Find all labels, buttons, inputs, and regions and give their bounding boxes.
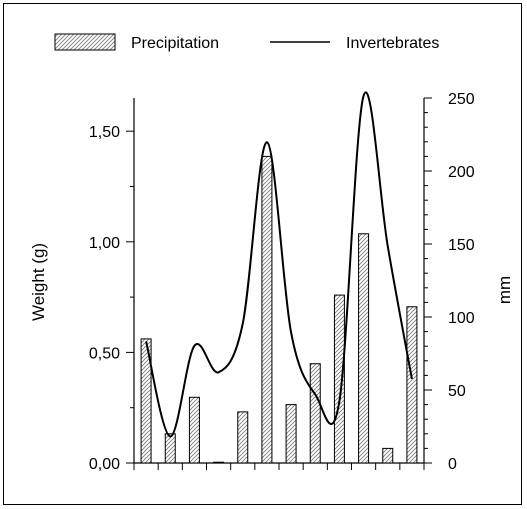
legend-swatch-precipitation bbox=[54, 33, 116, 51]
y-right-tick-label: 0 bbox=[448, 456, 457, 473]
y-right-tick-label: 50 bbox=[448, 383, 466, 400]
precipitation-bar bbox=[213, 461, 225, 464]
y-tick-label: 1,50 bbox=[89, 124, 120, 141]
precipitation-bar bbox=[140, 338, 152, 464]
precipitation-bar bbox=[261, 155, 273, 464]
legend: Precipitation Invertebrates bbox=[54, 33, 439, 52]
precipitation-bar bbox=[309, 363, 321, 464]
y-tick-label: 0,50 bbox=[89, 345, 120, 362]
y-axis-right-label: mm bbox=[495, 276, 514, 304]
precipitation-bar bbox=[237, 411, 249, 464]
precipitation-bar bbox=[333, 294, 345, 464]
y-right-tick-label: 150 bbox=[448, 237, 475, 254]
y-axis-label: Weight (g) bbox=[29, 243, 48, 321]
precipitation-bar bbox=[164, 433, 176, 464]
y-right-tick-label: 200 bbox=[448, 164, 475, 181]
legend-label-precipitation: Precipitation bbox=[131, 35, 219, 52]
precipitation-bar bbox=[188, 396, 200, 464]
precipitation-bar bbox=[285, 404, 297, 464]
axes: 0,00 0,50 1,00 1,50 0 50 100 150 200 250 bbox=[89, 91, 475, 473]
precipitation-bar bbox=[358, 233, 370, 464]
y-right-tick-label: 100 bbox=[448, 310, 475, 327]
precipitation-bar bbox=[406, 306, 418, 464]
bars bbox=[140, 155, 418, 464]
legend-label-invertebrates: Invertebrates bbox=[346, 35, 439, 52]
y-tick-label: 1,00 bbox=[89, 235, 120, 252]
y-tick-label: 0,00 bbox=[89, 456, 120, 473]
line-layer bbox=[145, 91, 413, 438]
precipitation-bar bbox=[382, 447, 394, 464]
invertebrates-line bbox=[145, 91, 413, 438]
y-right-tick-label: 250 bbox=[448, 91, 475, 108]
